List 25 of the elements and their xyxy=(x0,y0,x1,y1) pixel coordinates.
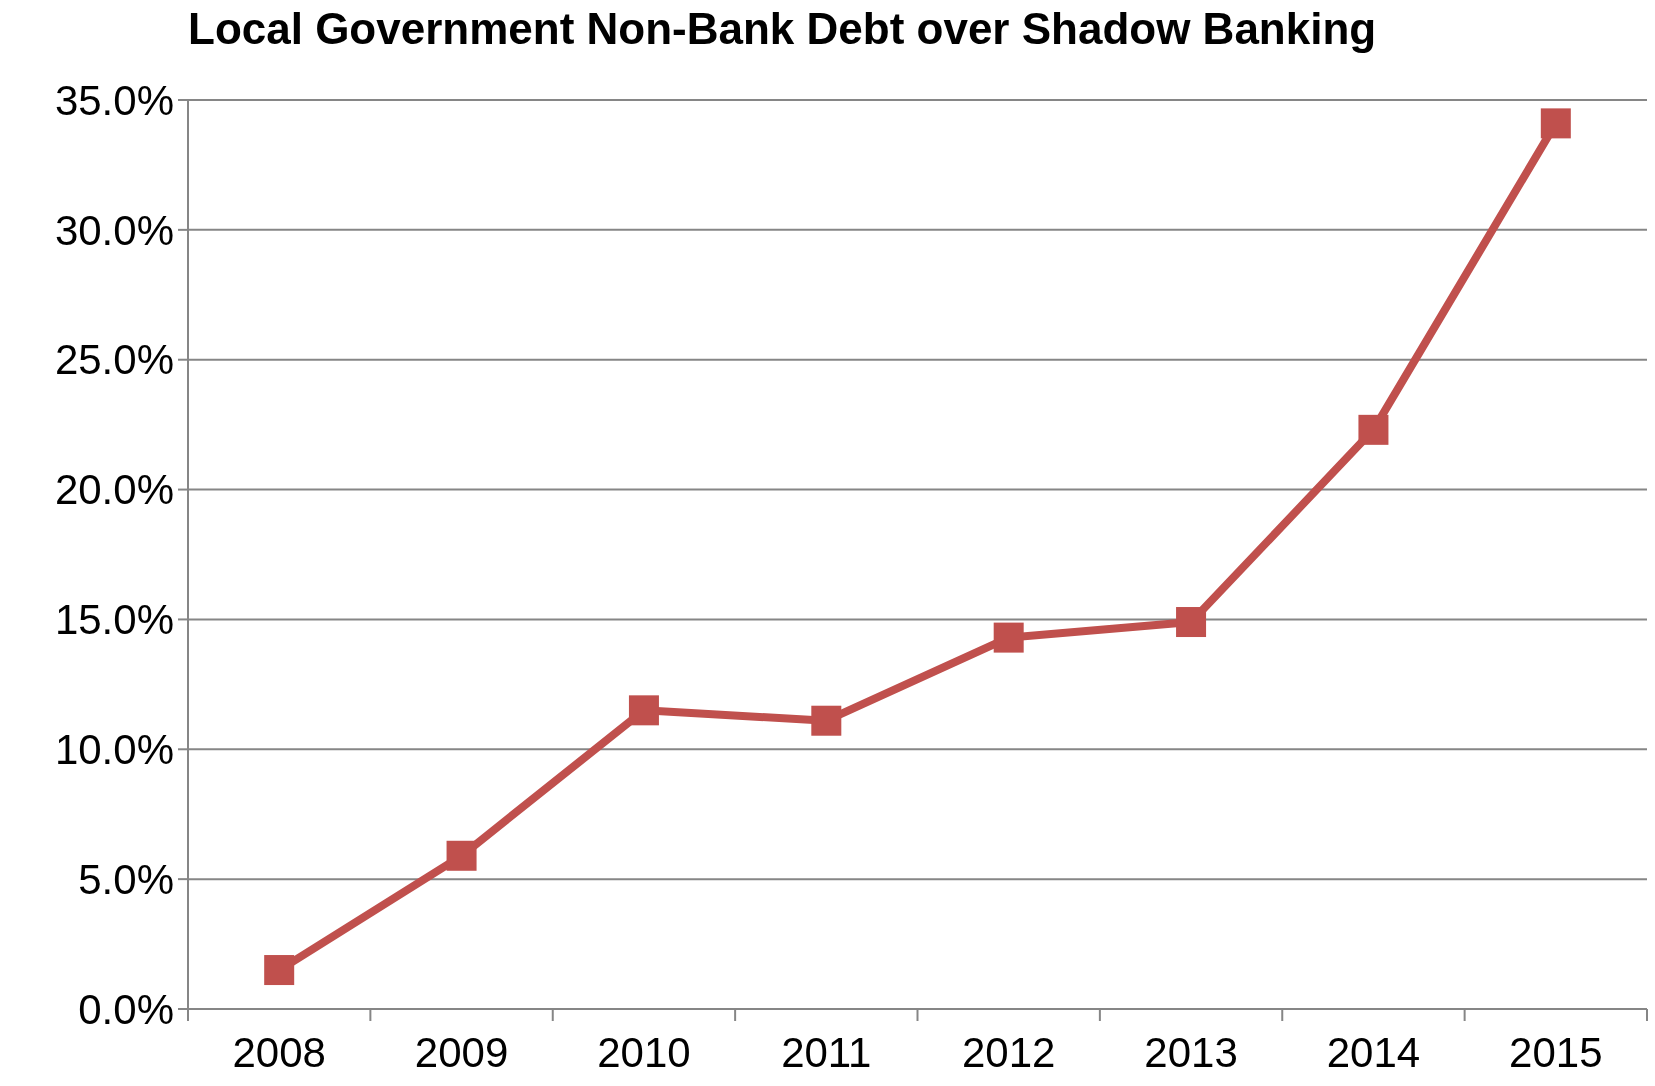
y-tick-label: 25.0% xyxy=(54,336,174,384)
x-tick-label: 2010 xyxy=(597,1029,691,1076)
x-tick-label: 2014 xyxy=(1326,1029,1421,1076)
y-tick-label: 0.0% xyxy=(78,985,174,1033)
x-tick-label: 2011 xyxy=(781,1029,872,1076)
x-tick-label: 2015 xyxy=(1509,1029,1603,1076)
y-tick-label: 10.0% xyxy=(54,725,174,773)
point xyxy=(1358,414,1389,445)
y-tick-label: 5.0% xyxy=(78,855,174,903)
point xyxy=(446,840,477,871)
point xyxy=(1540,108,1571,139)
y-tick-label: 15.0% xyxy=(54,596,174,644)
x-tick-label: 2013 xyxy=(1144,1029,1238,1076)
point xyxy=(628,695,659,726)
x-tick-label: 2009 xyxy=(414,1029,509,1076)
point xyxy=(993,622,1024,653)
chart-title: Local Government Non-Bank Debt over Shadow Banking xyxy=(188,4,1377,53)
point xyxy=(264,955,295,986)
x-tick-label: 2012 xyxy=(961,1029,1056,1076)
point xyxy=(811,705,842,736)
y-tick-label: 30.0% xyxy=(54,206,174,254)
y-tick-label: 20.0% xyxy=(54,466,174,514)
x-tick-label: 2008 xyxy=(232,1029,326,1076)
y-tick-label: 35.0% xyxy=(54,76,174,124)
point xyxy=(1176,607,1207,638)
